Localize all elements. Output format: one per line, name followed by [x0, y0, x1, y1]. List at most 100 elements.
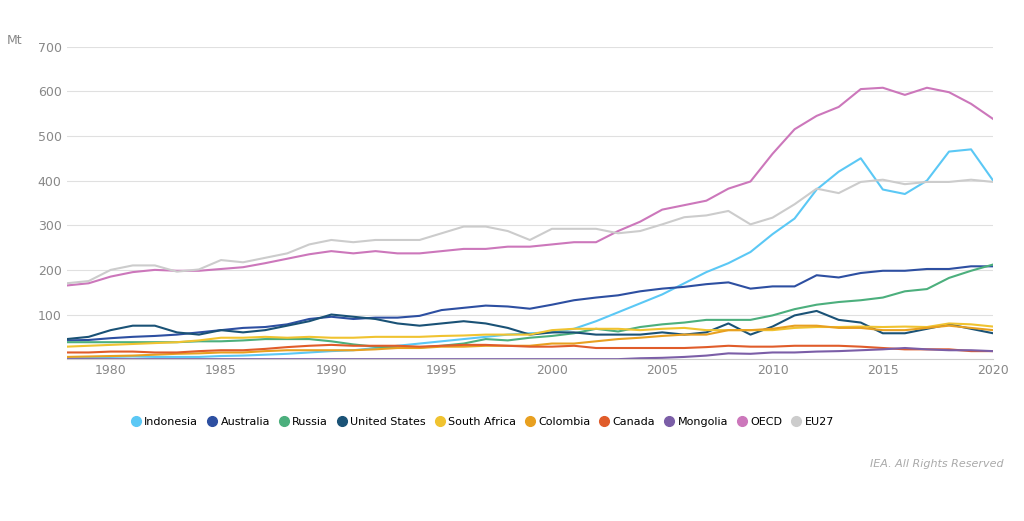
South Africa — [700, 327, 713, 333]
EU27 — [877, 177, 889, 183]
Canada — [744, 343, 757, 350]
Australia — [943, 266, 955, 272]
EU27 — [391, 237, 403, 243]
United States — [171, 329, 183, 336]
Australia — [171, 331, 183, 338]
EU27 — [987, 179, 999, 185]
United States — [523, 331, 536, 338]
Canada — [326, 342, 338, 348]
EU27 — [458, 224, 470, 230]
Australia — [656, 286, 669, 292]
United States — [104, 327, 117, 333]
South Africa — [237, 334, 249, 341]
Line: Australia: Australia — [67, 266, 993, 340]
Canada — [303, 343, 315, 349]
Russia — [104, 339, 117, 345]
Indonesia — [370, 345, 382, 351]
EU27 — [435, 230, 447, 237]
Mongolia — [833, 348, 845, 354]
Line: OECD: OECD — [67, 88, 993, 286]
EU27 — [148, 262, 161, 268]
Russia — [744, 317, 757, 323]
Australia — [833, 275, 845, 281]
Australia — [612, 292, 625, 299]
Indonesia — [347, 347, 359, 353]
Colombia — [921, 325, 933, 331]
EU27 — [523, 237, 536, 243]
Colombia — [326, 347, 338, 353]
Indonesia — [546, 329, 558, 336]
South Africa — [148, 340, 161, 346]
Australia — [83, 337, 95, 343]
United States — [391, 320, 403, 327]
EU27 — [326, 237, 338, 243]
EU27 — [546, 226, 558, 232]
Colombia — [347, 347, 359, 353]
Colombia — [391, 345, 403, 351]
Australia — [811, 272, 823, 278]
Colombia — [833, 325, 845, 331]
Australia — [215, 327, 227, 333]
Russia — [391, 344, 403, 351]
OECD — [523, 243, 536, 250]
Mongolia — [303, 356, 315, 362]
Canada — [215, 347, 227, 353]
OECD — [303, 251, 315, 257]
Canada — [811, 343, 823, 349]
OECD — [104, 274, 117, 280]
Line: Colombia: Colombia — [67, 326, 993, 357]
Mongolia — [987, 348, 999, 354]
Australia — [259, 324, 271, 330]
Colombia — [811, 322, 823, 329]
United States — [987, 330, 999, 337]
Colombia — [700, 331, 713, 338]
Russia — [656, 321, 669, 328]
OECD — [877, 84, 889, 91]
Russia — [259, 336, 271, 342]
Canada — [766, 343, 778, 350]
Colombia — [987, 327, 999, 333]
Mongolia — [237, 356, 249, 362]
Australia — [877, 268, 889, 274]
OECD — [987, 116, 999, 122]
OECD — [502, 243, 514, 250]
Colombia — [237, 350, 249, 356]
Indonesia — [833, 169, 845, 175]
Indonesia — [83, 355, 95, 361]
South Africa — [855, 324, 867, 330]
OECD — [965, 101, 977, 107]
Mongolia — [678, 354, 690, 360]
Australia — [60, 337, 73, 343]
Canada — [700, 344, 713, 350]
South Africa — [171, 339, 183, 345]
United States — [855, 319, 867, 326]
Line: Russia: Russia — [67, 265, 993, 348]
South Africa — [877, 324, 889, 330]
South Africa — [83, 343, 95, 349]
OECD — [766, 151, 778, 157]
EU27 — [700, 212, 713, 218]
Colombia — [612, 336, 625, 342]
United States — [215, 327, 227, 333]
Indonesia — [391, 343, 403, 349]
Mongolia — [326, 356, 338, 362]
United States — [148, 322, 161, 329]
Russia — [523, 334, 536, 341]
Russia — [811, 302, 823, 308]
Canada — [523, 343, 536, 350]
United States — [326, 312, 338, 318]
Indonesia — [590, 318, 602, 325]
EU27 — [347, 239, 359, 245]
South Africa — [458, 332, 470, 339]
Indonesia — [303, 350, 315, 356]
Australia — [347, 316, 359, 322]
United States — [700, 329, 713, 336]
Mongolia — [612, 356, 625, 362]
Colombia — [523, 343, 536, 349]
Colombia — [899, 327, 911, 333]
South Africa — [766, 327, 778, 333]
Indonesia — [899, 191, 911, 197]
Indonesia — [700, 269, 713, 275]
OECD — [811, 113, 823, 119]
Indonesia — [943, 148, 955, 155]
